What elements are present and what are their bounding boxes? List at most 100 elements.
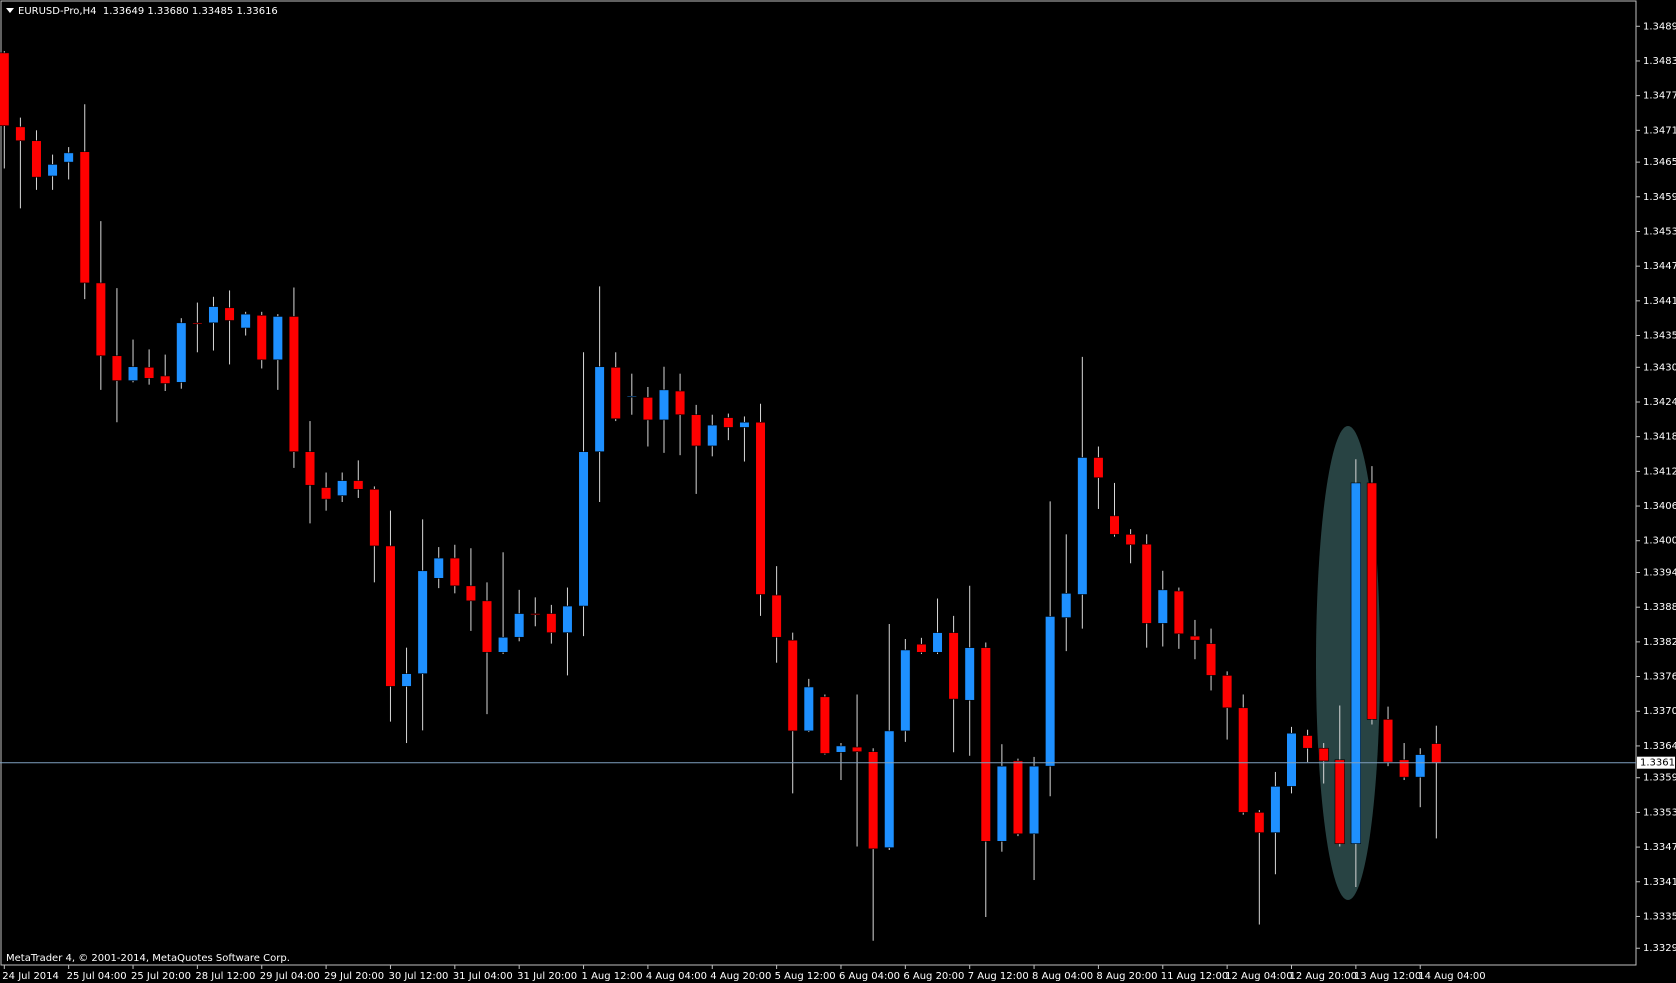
- candle-body: [1157, 589, 1168, 624]
- x-tick-label: 5 Aug 12:00: [775, 971, 836, 982]
- candle-body: [320, 487, 332, 500]
- candle-body: [1399, 759, 1410, 778]
- x-tick-label: 1 Aug 12:00: [582, 971, 643, 982]
- y-tick-label: 1.33705: [1643, 706, 1676, 717]
- candle-body: [674, 390, 686, 416]
- x-tick-label: 31 Jul 04:00: [453, 971, 513, 982]
- x-tick-label: 8 Aug 20:00: [1096, 971, 1157, 982]
- y-tick-label: 1.33885: [1643, 602, 1676, 613]
- candle-body: [787, 639, 798, 732]
- highlight-ellipse: [1316, 426, 1380, 900]
- candle-body: [353, 480, 364, 490]
- candle-body: [208, 306, 219, 324]
- candle-body: [884, 730, 895, 848]
- candle-body: [1334, 759, 1345, 844]
- candle-body: [15, 126, 26, 142]
- x-tick-label: 29 Jul 04:00: [260, 971, 320, 982]
- candle-body: [626, 395, 637, 398]
- y-tick-label: 1.33590: [1643, 773, 1676, 784]
- y-tick-label: 1.34475: [1643, 261, 1676, 272]
- candle-body: [304, 451, 316, 486]
- y-tick-label: 1.34830: [1643, 56, 1676, 67]
- y-tick-label: 1.33645: [1643, 741, 1676, 752]
- y-tick-label: 1.33825: [1643, 637, 1676, 648]
- candle-body: [369, 488, 380, 547]
- candle-body: [642, 397, 653, 421]
- x-tick-label: 25 Jul 20:00: [131, 971, 191, 982]
- candle-body: [1222, 675, 1233, 709]
- candle-body: [964, 647, 975, 701]
- candle-body: [1366, 482, 1378, 720]
- y-tick-label: 1.34000: [1643, 536, 1676, 547]
- candle-body: [948, 632, 959, 700]
- x-tick-label: 12 Aug 04:00: [1225, 971, 1292, 982]
- candle-body: [723, 417, 734, 428]
- y-tick-label: 1.34300: [1643, 362, 1676, 373]
- x-tick-label: 31 Jul 20:00: [517, 971, 577, 982]
- y-tick-label: 1.34120: [1643, 466, 1676, 477]
- y-tick-label: 1.33530: [1643, 807, 1676, 818]
- candle-body: [481, 600, 493, 653]
- candle-body: [1012, 760, 1024, 835]
- candle-body: [771, 594, 782, 638]
- symbol-header: EURUSD-Pro,H4 1.33649 1.33680 1.33485 1.…: [18, 6, 278, 17]
- candle-body: [176, 322, 187, 383]
- x-tick-label: 14 Aug 04:00: [1418, 971, 1485, 982]
- x-tick-label: 4 Aug 04:00: [646, 971, 707, 982]
- candle-body: [1125, 534, 1136, 546]
- candle-body: [497, 636, 509, 653]
- candle-body: [755, 421, 766, 595]
- x-tick-label: 4 Aug 20:00: [710, 971, 771, 982]
- x-tick-label: 12 Aug 20:00: [1290, 971, 1357, 982]
- candle-body: [272, 316, 283, 361]
- candle-body: [1141, 543, 1152, 624]
- y-tick-label: 1.34770: [1643, 91, 1676, 102]
- candle-body: [192, 322, 203, 325]
- plot-frame: [0, 0, 1637, 966]
- x-tick-label: 6 Aug 04:00: [839, 971, 900, 982]
- candle-body: [449, 557, 460, 587]
- candle-body: [1254, 812, 1265, 833]
- y-tick-label: 1.33470: [1643, 842, 1676, 853]
- candle-body: [144, 367, 155, 379]
- candle-body: [996, 765, 1007, 842]
- candle-body: [900, 649, 911, 732]
- candle-body: [224, 307, 235, 321]
- candle-body: [288, 316, 300, 453]
- candle-body: [610, 367, 621, 420]
- candle-body: [1350, 482, 1361, 844]
- y-tick-label: 1.34535: [1643, 226, 1676, 237]
- candle-body: [546, 613, 557, 633]
- menu-arrow[interactable]: [6, 8, 14, 13]
- y-tick-label: 1.33410: [1643, 877, 1676, 888]
- candle-body: [1045, 616, 1056, 767]
- candle-body: [256, 314, 267, 361]
- x-tick-label: 30 Jul 12:00: [388, 971, 448, 982]
- x-tick-label: 6 Aug 20:00: [903, 971, 964, 982]
- candle-body: [851, 746, 863, 753]
- candle-body: [658, 389, 670, 421]
- price-label-box: [1637, 756, 1675, 769]
- candle-body: [79, 151, 90, 284]
- candle-body: [337, 480, 348, 496]
- x-tick-label: 8 Aug 04:00: [1032, 971, 1093, 982]
- candle-body: [819, 696, 830, 754]
- candle-body: [578, 451, 589, 607]
- x-tick-label: 25 Jul 04:00: [67, 971, 127, 982]
- y-tick-label: 1.34595: [1643, 192, 1676, 203]
- candle-body: [1028, 765, 1040, 835]
- y-tick-label: 1.34355: [1643, 331, 1676, 342]
- candle-body: [1270, 786, 1281, 833]
- candle-body: [111, 355, 123, 381]
- x-tick-label: 24 Jul 2014: [2, 971, 59, 982]
- candle-body: [1415, 754, 1426, 778]
- y-tick-label: 1.34180: [1643, 432, 1676, 443]
- x-tick-label: 29 Jul 20:00: [324, 971, 384, 982]
- candle-body: [562, 605, 573, 633]
- candle-body: [594, 366, 605, 453]
- y-tick-label: 1.34415: [1643, 296, 1676, 307]
- y-tick-label: 1.34710: [1643, 125, 1676, 136]
- candle-body: [417, 570, 428, 674]
